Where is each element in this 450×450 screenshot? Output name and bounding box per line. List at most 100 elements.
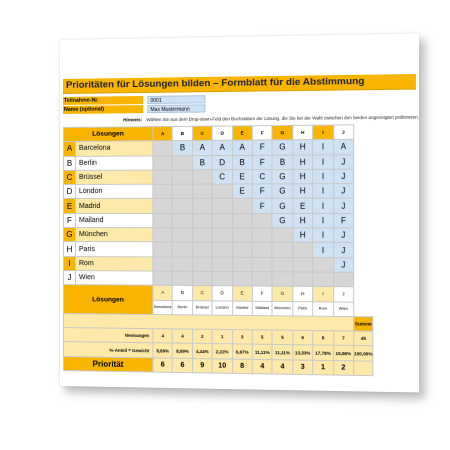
grid-cell-empty [313, 257, 333, 272]
choice-dropdown[interactable]: I [313, 169, 333, 184]
share-value: 8,89% [173, 343, 193, 358]
grid-cell-empty [212, 242, 232, 257]
priority-value: 2 [333, 360, 353, 375]
mentions-value: 3 [232, 330, 252, 345]
mentions-value: 8 [313, 331, 333, 346]
grid-cell-empty [153, 199, 173, 213]
bottom-letter: B [173, 286, 193, 301]
grid-cell-empty [272, 243, 292, 258]
grid-cell-empty [192, 228, 212, 243]
choice-dropdown[interactable]: G [272, 213, 292, 228]
priority-value: 4 [252, 359, 272, 374]
choice-dropdown[interactable]: B [272, 155, 292, 170]
bottom-letter: G [272, 286, 292, 301]
choice-dropdown[interactable]: C [212, 170, 232, 185]
choice-dropdown[interactable]: F [333, 213, 353, 228]
grid-cell-empty [232, 228, 252, 243]
hint-label: Hinweis: [90, 117, 142, 123]
choice-dropdown[interactable]: I [313, 154, 333, 169]
choice-dropdown[interactable]: D [212, 155, 232, 170]
column-letter: I [313, 125, 333, 140]
choice-dropdown[interactable]: A [232, 140, 252, 155]
grid-cell-empty [173, 228, 193, 243]
priority-value: 4 [272, 359, 292, 374]
choice-dropdown[interactable]: I [313, 199, 333, 214]
choice-dropdown[interactable]: I [313, 228, 333, 243]
grid-cell-empty [192, 271, 212, 286]
choice-dropdown[interactable]: F [252, 155, 272, 170]
choice-dropdown[interactable]: G [272, 199, 292, 214]
column-letter: C [192, 126, 212, 141]
choice-dropdown[interactable]: J [333, 154, 353, 169]
choice-dropdown[interactable]: E [232, 170, 252, 185]
choice-dropdown[interactable]: I [313, 213, 333, 228]
spreadsheet-sheet: Prioritäten für Lösungen bilden – Formbl… [60, 33, 419, 392]
choice-dropdown[interactable]: J [333, 184, 353, 199]
grid-cell-empty [173, 257, 193, 272]
choice-dropdown[interactable]: B [173, 141, 193, 156]
choice-dropdown[interactable]: H [293, 213, 313, 228]
hint-text: Wählen Sie aus dem Drop-down-Feld den Bu… [146, 114, 419, 122]
share-value: 4,44% [192, 344, 212, 359]
bottom-letter: C [192, 286, 212, 301]
bottom-letter: I [313, 287, 333, 302]
page-title: Prioritäten für Lösungen bilden – Formbl… [66, 76, 365, 91]
choice-dropdown[interactable]: I [313, 184, 333, 199]
choice-dropdown[interactable]: G [272, 184, 292, 199]
grid-cell-empty [232, 272, 252, 287]
choice-dropdown[interactable]: E [232, 184, 252, 199]
choice-dropdown[interactable]: G [272, 169, 292, 184]
choice-dropdown[interactable]: E [293, 199, 313, 214]
grid-cell-empty [173, 155, 193, 170]
choice-dropdown[interactable]: H [293, 184, 313, 199]
share-value: 11,11% [252, 345, 272, 360]
name-label: Name (optional) [63, 105, 143, 114]
grid-cell-empty [252, 257, 272, 272]
bottom-letter: J [333, 287, 353, 302]
choice-dropdown[interactable]: B [232, 155, 252, 170]
participant-number-field[interactable]: 0001 [147, 95, 205, 104]
priority-value: 8 [232, 359, 252, 374]
choice-dropdown[interactable]: A [192, 141, 212, 156]
choice-dropdown[interactable]: A [212, 141, 232, 156]
choice-dropdown[interactable]: F [252, 184, 272, 199]
choice-dropdown[interactable]: H [293, 169, 313, 184]
choice-dropdown[interactable]: H [293, 228, 313, 243]
row-letter: E [63, 199, 75, 213]
choice-dropdown[interactable]: B [192, 155, 212, 170]
grid-cell-empty [173, 242, 193, 257]
grid-cell-empty [173, 213, 193, 227]
choice-dropdown[interactable]: H [293, 140, 313, 155]
choice-dropdown[interactable]: J [333, 199, 353, 214]
choice-dropdown[interactable]: C [252, 169, 272, 184]
row-letter: I [63, 256, 75, 270]
column-letter: G [272, 125, 292, 140]
grid-cell-empty [293, 272, 313, 287]
column-letter: A [153, 126, 173, 141]
priority-value: 6 [173, 358, 193, 373]
grid-cell-empty [232, 242, 252, 257]
name-field[interactable]: Max Mustermann [147, 104, 205, 113]
row-solution-name: Berlin [75, 156, 152, 171]
grid-cell-empty [153, 213, 173, 227]
priority-value: 9 [192, 358, 212, 373]
choice-dropdown[interactable]: I [313, 140, 333, 155]
choice-dropdown[interactable]: J [333, 169, 353, 184]
choice-dropdown[interactable]: H [293, 155, 313, 170]
bottom-letter: A [153, 285, 173, 300]
choice-dropdown[interactable]: J [333, 228, 353, 243]
choice-dropdown[interactable]: F [252, 140, 272, 155]
grid-cell-empty [212, 271, 232, 286]
grid-cell-empty [252, 213, 272, 228]
solutions-header: Lösungen [63, 127, 152, 142]
choice-dropdown[interactable]: F [252, 199, 272, 214]
choice-dropdown[interactable]: J [333, 257, 353, 272]
column-letter: B [173, 126, 193, 141]
grid-cell-empty [252, 228, 272, 243]
choice-dropdown[interactable]: G [272, 140, 292, 155]
choice-dropdown[interactable]: I [313, 243, 333, 258]
choice-dropdown[interactable]: A [333, 140, 353, 155]
bottom-solutions-header: Lösungen [63, 285, 152, 315]
choice-dropdown[interactable]: J [333, 243, 353, 258]
column-letter: J [333, 125, 353, 140]
